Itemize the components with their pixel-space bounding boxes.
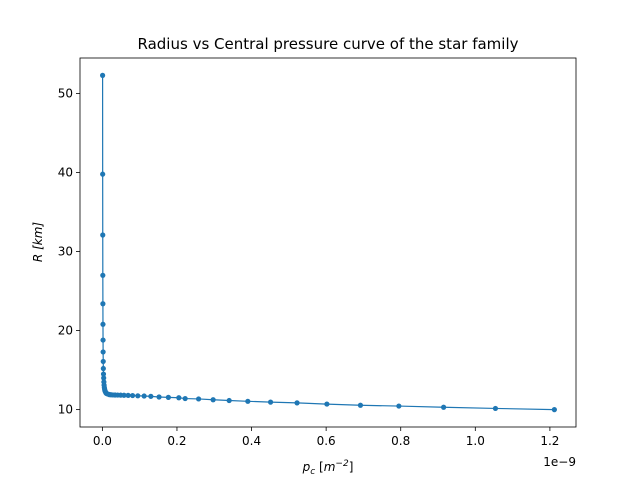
data-point [141, 393, 147, 399]
chart-title: Radius vs Central pressure curve of the … [138, 35, 519, 53]
x-tick-label: 0.6 [317, 434, 336, 448]
x-axis-label-unit-close: ] [349, 460, 354, 474]
x-axis-label-sub: c [310, 467, 315, 477]
data-point [165, 394, 171, 400]
data-point [100, 171, 106, 177]
data-point [245, 398, 251, 404]
data-point [441, 404, 447, 410]
data-point [135, 393, 141, 399]
data-point [195, 396, 202, 402]
data-point [100, 337, 106, 343]
y-tick-label: 10 [58, 403, 73, 417]
data-point [156, 394, 162, 400]
data-point [100, 349, 106, 355]
plot-area [80, 58, 576, 427]
x-tick-label: 0.8 [391, 434, 410, 448]
data-point [357, 402, 364, 408]
x-axis-label-unit-exp: −2 [335, 459, 349, 469]
data-point [182, 395, 188, 402]
data-point [100, 358, 106, 365]
data-point [100, 272, 106, 278]
data-point [176, 395, 182, 401]
y-tick-label: 40 [58, 166, 73, 180]
plot-frame [79, 57, 577, 428]
data-point [210, 397, 216, 403]
data-point [294, 400, 300, 406]
data-point [121, 392, 127, 398]
x-axis-label-unit-open: [ [315, 460, 324, 474]
series-layer [99, 72, 557, 413]
data-point [324, 401, 330, 407]
x-axis-label: pc [m−2] [302, 459, 354, 477]
y-axis: 10 20 30 40 50 [58, 87, 80, 417]
x-tick-label: 0.2 [167, 434, 186, 448]
data-point [100, 321, 106, 327]
data-point [100, 301, 106, 307]
data-point [125, 392, 131, 398]
data-point [100, 232, 106, 238]
x-axis: 0.0 0.2 0.4 0.6 0.8 1.0 1.2 [93, 427, 559, 448]
data-point [267, 399, 274, 405]
data-point [396, 403, 402, 409]
x-tick-label: 0.0 [93, 434, 112, 448]
x-offset-label: 1e−9 [543, 455, 576, 469]
y-tick-label: 50 [58, 87, 73, 101]
data-point [101, 375, 107, 381]
data-point [129, 392, 136, 399]
data-point [551, 407, 557, 413]
data-point [99, 72, 106, 78]
x-tick-label: 0.4 [242, 434, 261, 448]
data-point [100, 365, 106, 372]
x-tick-label: 1.2 [540, 434, 559, 448]
y-axis-label: R [km] [31, 222, 45, 262]
data-point [492, 405, 499, 412]
data-point [148, 393, 154, 399]
x-axis-label-unit-base: m [324, 460, 336, 474]
x-tick-label: 1.0 [466, 434, 485, 448]
data-point [226, 397, 232, 404]
x-axis-label-var: p [302, 460, 311, 474]
y-tick-label: 20 [58, 324, 73, 338]
data-point [100, 371, 107, 377]
y-tick-label: 30 [58, 245, 73, 259]
